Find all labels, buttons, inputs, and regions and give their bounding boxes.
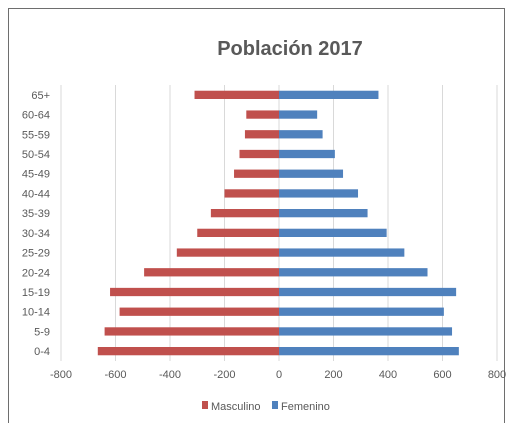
y-tick-label: 5-9 <box>34 326 50 338</box>
bar-masculino-45-49 <box>234 169 279 178</box>
y-tick-label: 65+ <box>31 90 50 102</box>
bar-masculino-55-59 <box>244 130 279 139</box>
y-tick-label: 45-49 <box>22 169 50 181</box>
bar-femenino-25-29 <box>279 248 405 257</box>
y-tick-label: 55-59 <box>22 129 50 141</box>
bar-femenino-20-24 <box>279 268 428 277</box>
bar-masculino-0-4 <box>97 347 279 356</box>
y-axis-labels: 65+ 60-64 55-59 50-54 45-49 40-44 35-39 30-34 25… <box>22 90 50 358</box>
bar-femenino-40-44 <box>279 189 359 198</box>
bar-masculino-5-9 <box>104 327 279 336</box>
chart-title: Población 2017 <box>217 38 363 60</box>
x-tick-label: -200 <box>213 369 235 381</box>
bar-masculino-60-64 <box>246 110 279 119</box>
bar-femenino-60-64 <box>279 110 318 119</box>
bar-femenino-5-9 <box>279 327 453 336</box>
bars <box>97 90 459 356</box>
y-tick-label: 10-14 <box>22 307 50 319</box>
y-tick-label: 60-64 <box>22 110 50 122</box>
bar-masculino-40-44 <box>224 189 279 198</box>
bar-masculino-20-24 <box>144 268 279 277</box>
y-tick-label: 25-29 <box>22 248 50 260</box>
x-axis-labels: -800 -600 -400 -200 0 200 400 600 800 <box>50 369 506 381</box>
y-tick-label: 15-19 <box>22 287 50 299</box>
y-tick-label: 35-39 <box>22 208 50 220</box>
legend-label-masculino: Masculino <box>211 401 261 413</box>
y-tick-label: 40-44 <box>22 188 50 200</box>
y-tick-label: 20-24 <box>22 267 50 279</box>
legend-swatch-femenino <box>272 401 278 409</box>
x-tick-label: -600 <box>104 369 126 381</box>
x-tick-label: 200 <box>324 369 342 381</box>
x-tick-label: -400 <box>159 369 181 381</box>
x-tick-label: 400 <box>379 369 397 381</box>
chart-frame: Población 2017 65+ 60-64 55-59 50-54 45-49 40… <box>8 8 506 423</box>
legend-swatch-masculino <box>202 401 208 409</box>
bar-femenino-65+ <box>279 90 379 99</box>
bar-femenino-30-34 <box>279 228 387 237</box>
y-tick-label: 30-34 <box>22 228 50 240</box>
bar-femenino-45-49 <box>279 169 344 178</box>
population-pyramid-chart: Población 2017 65+ 60-64 55-59 50-54 45-49 40… <box>22 38 506 413</box>
bar-masculino-50-54 <box>239 149 279 159</box>
bar-masculino-15-19 <box>110 287 279 297</box>
bar-femenino-50-54 <box>279 149 335 159</box>
bar-femenino-55-59 <box>279 130 323 139</box>
bar-femenino-10-14 <box>279 307 444 316</box>
legend: Masculino Femenino <box>202 401 330 413</box>
bar-masculino-30-34 <box>197 228 279 237</box>
x-tick-label: -800 <box>50 369 72 381</box>
x-tick-label: 800 <box>488 369 506 381</box>
bar-femenino-15-19 <box>279 287 457 297</box>
y-tick-label: 50-54 <box>22 149 50 161</box>
y-tick-label: 0-4 <box>34 346 50 358</box>
bar-masculino-65+ <box>194 90 279 99</box>
x-tick-label: 0 <box>276 369 282 381</box>
bar-femenino-0-4 <box>279 347 459 356</box>
bar-masculino-25-29 <box>176 248 279 257</box>
bar-masculino-10-14 <box>119 307 280 316</box>
legend-label-femenino: Femenino <box>281 401 330 413</box>
gridlines <box>60 85 498 361</box>
bar-masculino-35-39 <box>210 209 279 218</box>
bar-femenino-35-39 <box>279 209 368 218</box>
x-tick-label: 600 <box>433 369 451 381</box>
